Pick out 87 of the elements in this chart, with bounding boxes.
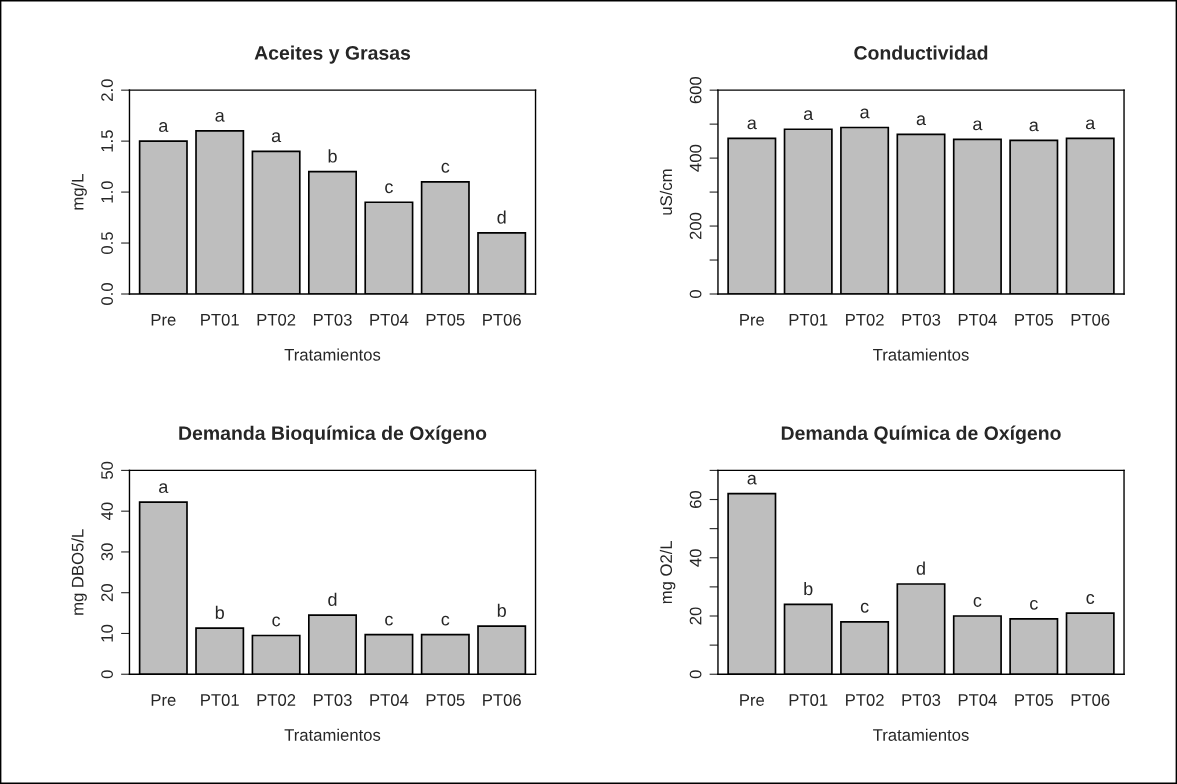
annotation: a <box>973 120 983 131</box>
annotation: a <box>159 122 169 132</box>
annotation: c <box>1030 599 1038 610</box>
annotation: c <box>1086 594 1095 604</box>
y-tick-label: 1.5 <box>101 130 113 152</box>
y-tick-label: 30 <box>101 543 113 561</box>
annotation: b <box>497 603 506 618</box>
x-tick-label: PT06 <box>1071 694 1110 706</box>
y-tick-label: 20 <box>689 607 702 625</box>
y-tick-label: 40 <box>689 549 702 567</box>
x-tick-label: PT05 <box>1015 313 1054 326</box>
x-tick-label: PT03 <box>313 694 352 706</box>
x-tick-label: PT02 <box>846 313 884 326</box>
annotation: a <box>271 132 282 143</box>
x-tick-label: Pre <box>151 314 176 326</box>
x-tick-label: Pre <box>740 694 765 706</box>
y-tick-label: 60 <box>689 490 702 508</box>
x-tick-label: PT06 <box>483 313 521 326</box>
annotation: d <box>916 561 925 575</box>
chart-title: Demanda Química de Oxígeno <box>781 425 1061 444</box>
x-tick-label: PT01 <box>789 313 828 326</box>
annotation: c <box>441 615 450 626</box>
x-tick-label: PT01 <box>201 313 239 326</box>
x-tick-label: PT02 <box>257 694 296 706</box>
y-axis-title: mg DBO5/L <box>71 529 87 615</box>
x-axis-title: Tratamientos <box>873 728 969 741</box>
y-tick-label: 20 <box>101 584 113 602</box>
y-tick-label: 0 <box>689 290 702 298</box>
y-tick-label: 40 <box>101 502 113 521</box>
x-tick-label: PT03 <box>902 313 941 326</box>
x-axis-title: Tratamientos <box>284 348 381 361</box>
y-tick-label: 0 <box>101 670 113 679</box>
x-tick-label: PT06 <box>1071 313 1110 326</box>
y-tick-label: 600 <box>689 76 702 104</box>
annotation: a <box>1029 121 1039 132</box>
x-tick-label: PT05 <box>1015 694 1054 706</box>
y-axis-title: mg/L <box>71 174 87 210</box>
chart-title: Aceites y Grasas <box>254 45 411 64</box>
y-tick-label: 0 <box>689 670 702 679</box>
annotation: a <box>916 115 927 126</box>
x-axis-title: Tratamientos <box>873 348 969 361</box>
x-tick-label: PT05 <box>426 694 465 706</box>
annotation: a <box>1085 119 1096 130</box>
annotation: a <box>215 111 225 122</box>
annotation: a <box>860 108 870 119</box>
annotation: c <box>272 616 281 627</box>
chart-title: Demanda Bioquímica de Oxígeno <box>179 425 487 444</box>
annotation: c <box>441 162 450 173</box>
x-tick-label: Pre <box>151 694 176 706</box>
annotation: d <box>328 592 337 606</box>
x-tick-label: Pre <box>740 314 765 326</box>
annotation: b <box>328 149 337 163</box>
annotation: c <box>385 615 393 626</box>
x-tick-label: PT03 <box>313 313 352 326</box>
y-tick-label: 1.0 <box>101 181 113 203</box>
x-tick-label: PT05 <box>426 313 465 326</box>
annotation: a <box>803 110 814 121</box>
x-axis-title: Tratamientos <box>284 728 381 741</box>
annotation: b <box>804 581 813 596</box>
annotation: c <box>860 602 869 613</box>
x-tick-label: PT04 <box>370 313 409 326</box>
x-tick-label: PT04 <box>370 694 409 706</box>
y-axis-title: uS/cm <box>659 169 673 215</box>
y-tick-label: 0.0 <box>101 283 113 305</box>
x-tick-label: PT06 <box>483 694 521 706</box>
annotation: a <box>159 483 169 494</box>
y-tick-label: 50 <box>101 461 113 479</box>
y-tick-label: 200 <box>689 212 702 240</box>
x-tick-label: PT02 <box>257 313 296 326</box>
x-tick-label: PT03 <box>902 694 941 706</box>
x-tick-label: PT04 <box>958 694 997 706</box>
annotation: c <box>973 596 982 607</box>
y-axis-title: mg O2/L <box>659 540 676 604</box>
y-tick-label: 400 <box>689 144 702 172</box>
y-tick-label: 2.0 <box>101 79 113 101</box>
annotation: b <box>215 605 224 620</box>
annotation: c <box>385 183 393 194</box>
x-tick-label: PT01 <box>201 694 239 706</box>
chart-title: Conductividad <box>854 45 988 60</box>
x-tick-label: PT02 <box>846 694 884 706</box>
x-tick-label: PT01 <box>789 694 828 706</box>
annotation: a <box>747 119 757 130</box>
annotation: a <box>747 474 757 485</box>
y-tick-label: 0.5 <box>101 232 113 254</box>
annotation: d <box>497 210 506 224</box>
x-tick-label: PT04 <box>958 313 997 326</box>
y-tick-label: 10 <box>101 624 113 642</box>
